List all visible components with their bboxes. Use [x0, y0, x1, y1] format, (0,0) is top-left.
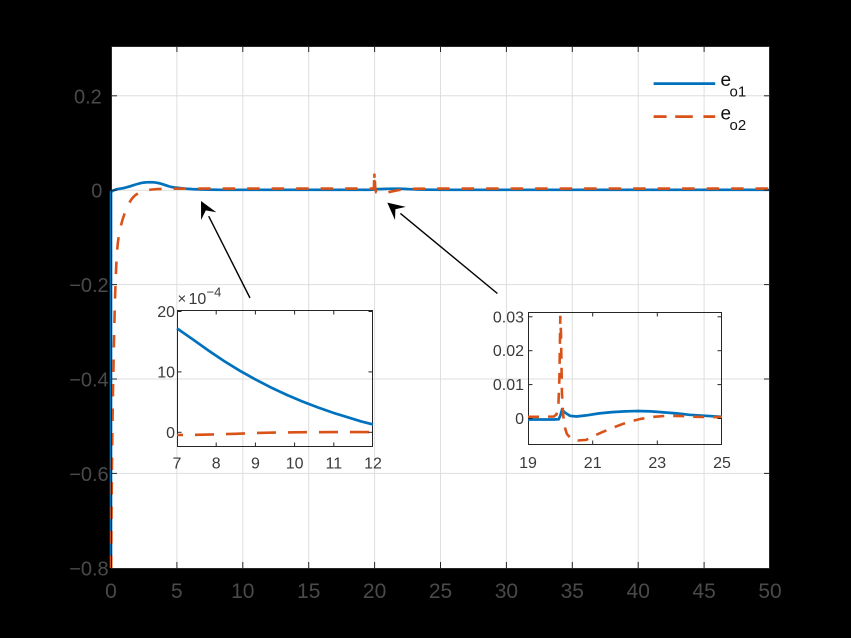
svg-text:e: e — [721, 104, 732, 125]
svg-text:9: 9 — [251, 456, 260, 473]
svg-text:10: 10 — [231, 580, 254, 603]
svg-text:20: 20 — [363, 580, 386, 603]
svg-text:25: 25 — [429, 580, 452, 603]
svg-text:e: e — [721, 70, 732, 91]
svg-text:30: 30 — [495, 580, 518, 603]
svg-text:−0.6: −0.6 — [69, 464, 108, 486]
svg-text:7: 7 — [173, 456, 182, 473]
svg-text:25: 25 — [713, 455, 731, 472]
svg-text:50: 50 — [758, 580, 781, 603]
svg-text:19: 19 — [519, 455, 537, 472]
svg-text:10: 10 — [189, 291, 207, 308]
svg-text:10: 10 — [157, 364, 175, 381]
svg-text:12: 12 — [364, 456, 382, 473]
svg-text:11: 11 — [325, 456, 342, 473]
svg-text:0: 0 — [515, 411, 524, 428]
svg-text:5: 5 — [171, 580, 183, 603]
svg-text:0.2: 0.2 — [74, 86, 102, 108]
svg-text:20: 20 — [157, 304, 175, 321]
svg-text:10: 10 — [286, 456, 304, 473]
svg-text:35: 35 — [561, 580, 584, 603]
svg-text:×: × — [178, 291, 187, 308]
svg-text:0.02: 0.02 — [493, 343, 524, 360]
svg-text:15: 15 — [297, 580, 320, 603]
svg-text:0: 0 — [105, 580, 117, 603]
svg-text:45: 45 — [692, 580, 715, 603]
svg-text:8: 8 — [212, 456, 221, 473]
svg-text:0.01: 0.01 — [493, 377, 524, 394]
svg-text:23: 23 — [648, 455, 666, 472]
svg-text:40: 40 — [627, 580, 650, 603]
svg-text:−0.4: −0.4 — [69, 370, 108, 392]
svg-text:o2: o2 — [730, 117, 747, 134]
svg-text:0: 0 — [91, 181, 102, 203]
svg-text:−0.2: −0.2 — [69, 275, 108, 297]
svg-text:−0.8: −0.8 — [69, 558, 108, 580]
svg-text:21: 21 — [584, 455, 602, 472]
svg-text:0.03: 0.03 — [493, 309, 524, 326]
svg-text:0: 0 — [166, 425, 175, 442]
svg-text:−4: −4 — [207, 285, 222, 300]
svg-text:o1: o1 — [730, 84, 747, 101]
